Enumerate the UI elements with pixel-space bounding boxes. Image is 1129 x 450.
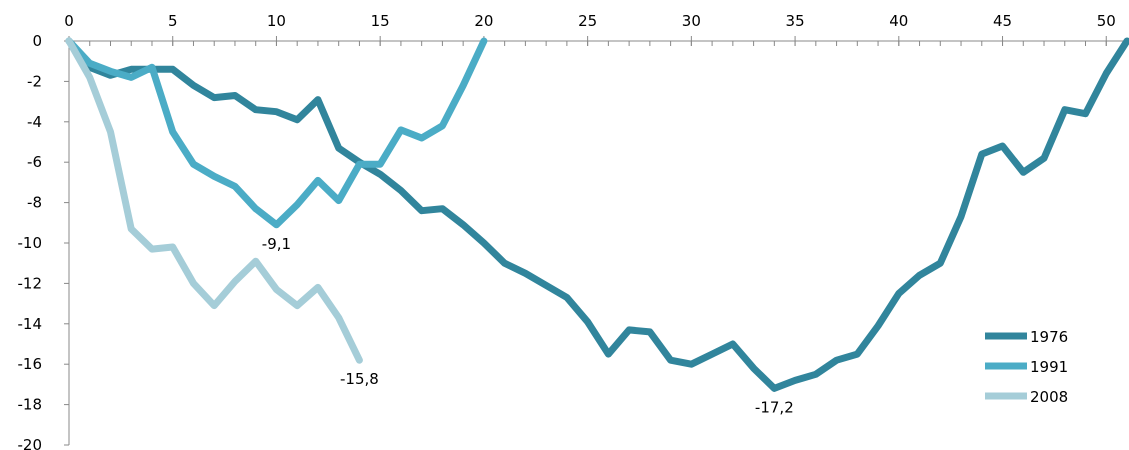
- data-labels: -17,2 -9,1 -15,8: [262, 235, 794, 417]
- series-line-2008: [65, 37, 363, 364]
- series-layer: [65, 37, 1129, 392]
- data-label-1991: -9,1: [262, 235, 291, 253]
- x-tick-label: 45: [993, 12, 1012, 30]
- y-tick-label: -20: [18, 436, 43, 450]
- x-tick-label: 5: [168, 12, 178, 30]
- x-tick-label: 20: [474, 12, 493, 30]
- x-tick-label: 10: [267, 12, 286, 30]
- data-label-1976: -17,2: [755, 398, 794, 416]
- data-label-2008: -15,8: [340, 370, 379, 388]
- y-tick-label: -8: [27, 194, 42, 212]
- y-tick-label: -2: [27, 72, 42, 90]
- legend-label-1976: 1976: [1030, 328, 1068, 346]
- x-tick-label: 15: [371, 12, 390, 30]
- series-line-1976: [65, 37, 1129, 392]
- x-tick-label: 50: [1097, 12, 1116, 30]
- y-tick-label: -14: [18, 315, 43, 333]
- legend-label-2008: 2008: [1030, 388, 1068, 406]
- y-tick-label: -6: [27, 153, 42, 171]
- y-tick-label: -12: [18, 274, 43, 292]
- legend: 1976 1991 2008: [985, 328, 1068, 406]
- y-tick-label: -10: [18, 234, 43, 252]
- x-tick-label: 25: [578, 12, 597, 30]
- y-tick-label: -16: [18, 355, 43, 373]
- x-tick-label: 0: [64, 12, 74, 30]
- y-tick-label: -18: [18, 396, 43, 414]
- y-tick-label: -4: [27, 113, 42, 131]
- y-tick-label: 0: [32, 32, 42, 50]
- legend-label-1991: 1991: [1030, 358, 1068, 376]
- x-tick-label: 35: [786, 12, 805, 30]
- x-tick-label: 40: [889, 12, 908, 30]
- series-line-1991: [65, 37, 488, 229]
- x-tick-label: 30: [682, 12, 701, 30]
